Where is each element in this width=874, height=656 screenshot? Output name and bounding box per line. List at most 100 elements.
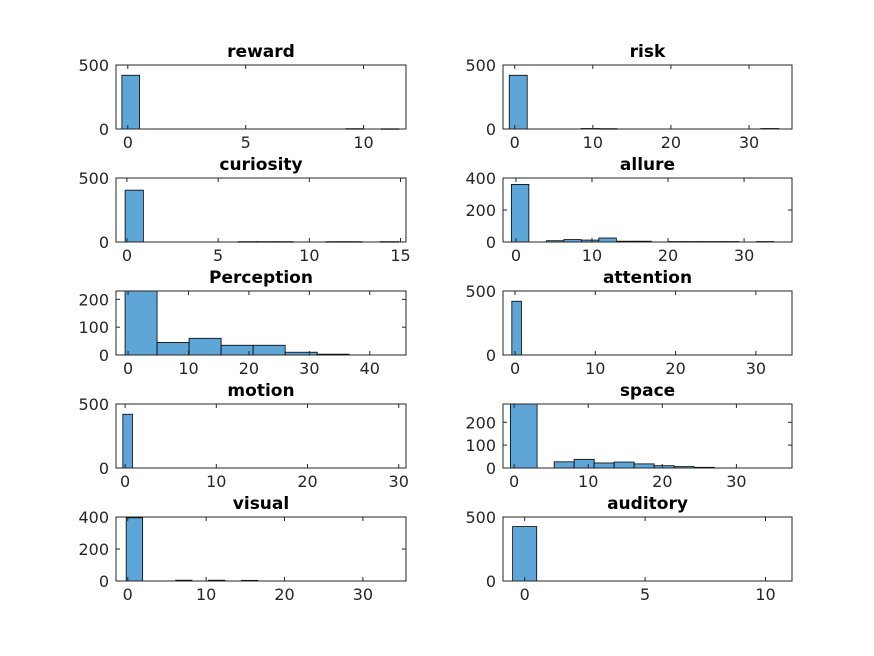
histogram-bar bbox=[511, 300, 522, 356]
x-tick-label: 0 bbox=[123, 133, 133, 152]
subplot-title: auditory bbox=[607, 494, 688, 514]
subplot-title: Perception bbox=[209, 268, 313, 288]
axes-box bbox=[115, 177, 407, 243]
x-tick-label: 10 bbox=[582, 246, 602, 265]
axes-box bbox=[502, 516, 793, 582]
y-tick-label: 0 bbox=[99, 459, 109, 478]
x-tick-label: 20 bbox=[658, 246, 678, 265]
axes-box bbox=[115, 403, 407, 469]
y-tick-label: 200 bbox=[78, 540, 109, 559]
x-tick-label: 10 bbox=[206, 472, 226, 491]
x-tick-label: 20 bbox=[661, 133, 681, 152]
subplot-auditory: 0 5 10 0 500 auditory bbox=[465, 494, 793, 604]
histogram-bar bbox=[122, 413, 133, 469]
histogram-bar bbox=[510, 183, 530, 243]
histogram-bar bbox=[156, 342, 190, 356]
x-tick-label: 0 bbox=[511, 246, 521, 265]
y-tick-label: 0 bbox=[99, 120, 109, 139]
histogram-bar bbox=[593, 462, 615, 469]
x-tick-label: 5 bbox=[213, 246, 223, 265]
y-tick-label: 200 bbox=[465, 413, 496, 432]
histogram-bar bbox=[124, 189, 144, 243]
histogram-bar bbox=[508, 74, 528, 130]
histogram-bar bbox=[613, 461, 635, 469]
x-tick-label: 30 bbox=[389, 472, 409, 491]
x-tick-label: 40 bbox=[360, 359, 380, 378]
x-tick-label: 30 bbox=[746, 359, 766, 378]
x-tick-label: 10 bbox=[353, 133, 373, 152]
x-tick-label: 20 bbox=[297, 472, 317, 491]
y-tick-label: 500 bbox=[465, 282, 496, 301]
histogram-bar bbox=[512, 526, 538, 582]
subplot-title: space bbox=[620, 381, 675, 401]
axes-box bbox=[502, 290, 793, 356]
x-tick-label: 0 bbox=[510, 359, 520, 378]
y-tick-label: 0 bbox=[99, 233, 109, 252]
x-tick-label: 30 bbox=[299, 359, 319, 378]
x-tick-label: 0 bbox=[123, 359, 133, 378]
y-tick-label: 400 bbox=[78, 508, 109, 527]
y-tick-label: 400 bbox=[465, 169, 496, 188]
axes-box bbox=[502, 403, 793, 469]
histogram-bar bbox=[598, 237, 617, 243]
axes-box bbox=[115, 290, 407, 356]
x-tick-label: 5 bbox=[640, 585, 650, 604]
histogram-bar bbox=[124, 290, 158, 356]
histogram-bar bbox=[121, 74, 140, 130]
subplot-attention: 0 10 20 30 0 500 attention bbox=[465, 268, 793, 378]
subplot-title: risk bbox=[630, 42, 666, 62]
x-tick-label: 20 bbox=[274, 585, 294, 604]
subplot-visual: 0 10 20 30 0 200 400 visual bbox=[78, 494, 407, 604]
axes-box bbox=[502, 64, 793, 130]
y-tick-label: 0 bbox=[486, 459, 496, 478]
y-tick-label: 0 bbox=[486, 346, 496, 365]
y-tick-label: 100 bbox=[465, 436, 496, 455]
histogram-bar bbox=[188, 337, 222, 356]
x-tick-label: 0 bbox=[123, 585, 133, 604]
subplot-motion: 0 10 20 30 0 500 motion bbox=[78, 381, 408, 491]
subplot-reward: 0 5 10 0 500 reward bbox=[78, 42, 407, 152]
x-tick-label: 20 bbox=[665, 359, 685, 378]
y-tick-label: 500 bbox=[465, 56, 496, 75]
x-tick-label: 15 bbox=[390, 246, 410, 265]
x-tick-label: 10 bbox=[299, 246, 319, 265]
y-tick-label: 200 bbox=[78, 290, 109, 309]
subplot-curiosity: 0 5 10 15 0 500 curiosity bbox=[78, 155, 410, 265]
x-tick-label: 30 bbox=[726, 472, 746, 491]
x-tick-label: 30 bbox=[739, 133, 759, 152]
y-tick-label: 500 bbox=[78, 169, 109, 188]
x-tick-label: 0 bbox=[509, 472, 519, 491]
x-tick-label: 0 bbox=[122, 246, 132, 265]
x-tick-label: 20 bbox=[239, 359, 259, 378]
y-tick-label: 0 bbox=[486, 120, 496, 139]
subplot-risk: 0 10 20 30 0 500 risk bbox=[465, 42, 793, 152]
y-tick-label: 500 bbox=[78, 56, 109, 75]
histogram-bar bbox=[553, 461, 575, 469]
histogram-bar bbox=[510, 403, 538, 469]
y-tick-label: 100 bbox=[78, 318, 109, 337]
subplot-allure: 0 10 20 30 0 200 400 allure bbox=[465, 155, 793, 265]
subplot-perception: 0 10 20 30 40 0 100 200 Perception bbox=[78, 268, 407, 378]
histogram-bar bbox=[220, 344, 254, 356]
x-tick-label: 10 bbox=[585, 359, 605, 378]
subplot-space: 0 10 20 30 0 100 200 space bbox=[465, 381, 793, 491]
subplot-title: motion bbox=[227, 381, 294, 401]
x-tick-label: 10 bbox=[196, 585, 216, 604]
histogram-bar bbox=[252, 344, 286, 356]
x-tick-label: 30 bbox=[353, 585, 373, 604]
y-tick-label: 200 bbox=[465, 201, 496, 220]
x-tick-label: 10 bbox=[755, 585, 775, 604]
y-tick-label: 500 bbox=[78, 395, 109, 414]
subplot-title: visual bbox=[233, 494, 289, 514]
x-tick-label: 0 bbox=[510, 133, 520, 152]
x-tick-label: 20 bbox=[652, 472, 672, 491]
x-tick-label: 10 bbox=[583, 133, 603, 152]
x-tick-label: 30 bbox=[734, 246, 754, 265]
subplot-title: attention bbox=[603, 268, 692, 288]
y-tick-label: 500 bbox=[465, 508, 496, 527]
histogram-bar bbox=[633, 463, 655, 469]
x-tick-label: 10 bbox=[578, 472, 598, 491]
subplot-title: reward bbox=[227, 42, 295, 62]
x-tick-label: 10 bbox=[178, 359, 198, 378]
